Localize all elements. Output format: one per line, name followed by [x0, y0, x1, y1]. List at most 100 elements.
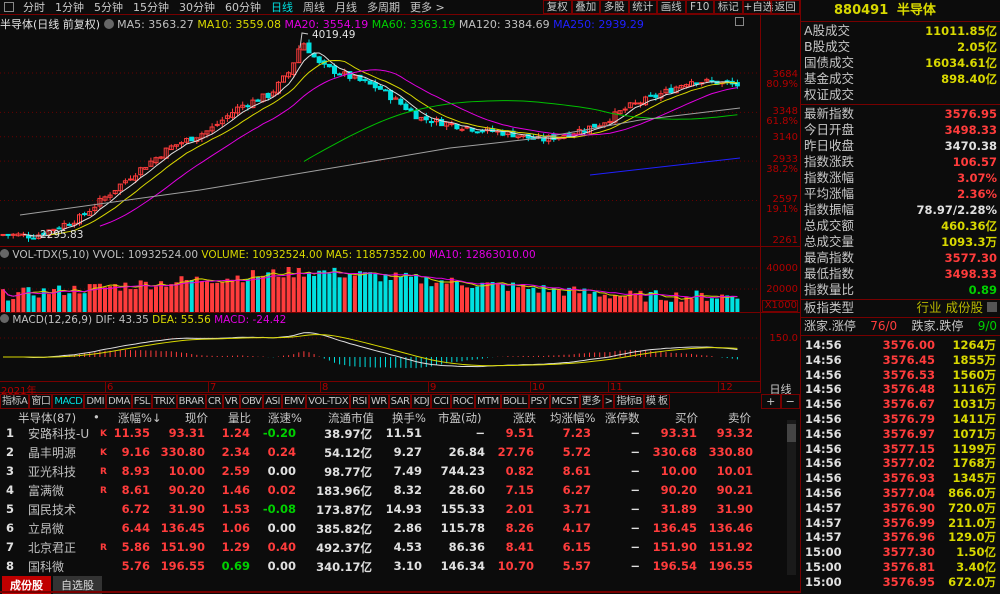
tab-watchlist[interactable]: 自选股	[53, 576, 102, 594]
volume-bar	[261, 275, 266, 312]
toolbar-button-4[interactable]: 画线	[657, 0, 686, 14]
toolbar-button-1[interactable]: 叠加	[571, 0, 600, 14]
period-tab-6[interactable]: 日线	[271, 1, 293, 14]
table-scrollbar[interactable]	[787, 420, 796, 575]
indicator-tab-fsl-5[interactable]: FSL	[131, 394, 152, 409]
indicator-tab-trix-6[interactable]: TRIX	[151, 394, 177, 409]
toolbar-button-2[interactable]: 多股	[600, 0, 629, 14]
indicator-tab--27[interactable]: 模 板	[643, 394, 670, 409]
column-header[interactable]: •	[93, 410, 100, 424]
period-tab-3[interactable]: 15分钟	[133, 1, 169, 14]
table-row[interactable]: 8 国科微 5.76 196.55 0.69 0.00 340.17亿 3.10 146.34 1…	[0, 557, 800, 576]
indicator-tab-asi-11[interactable]: ASI	[263, 394, 282, 409]
zoom-out-button[interactable]: −	[780, 394, 800, 409]
column-header[interactable]: 卖价	[728, 411, 751, 425]
table-row[interactable]: 6 立昂微 6.44 136.45 1.06 0.00 385.82亿 2.86 115.78 8…	[0, 519, 800, 538]
stat-label: 今日开盘	[804, 122, 855, 137]
period-tab-1[interactable]: 1分钟	[55, 1, 84, 14]
indicator-tab-boll-21[interactable]: BOLL	[500, 394, 529, 409]
indicator-tab--25[interactable]: >	[602, 394, 615, 409]
indicator-tab-brar-7[interactable]: BRAR	[176, 394, 206, 409]
toolbar-button-6[interactable]: 标记	[714, 0, 743, 14]
toolbar-button-8[interactable]: 返回	[771, 0, 800, 14]
indicator-tab-voltdx-13[interactable]: VOL-TDX	[306, 394, 351, 409]
table-row[interactable]: 2 晶丰明源 K 9.16 330.80 2.34 0.24 54.12亿 9.27 26.84 2…	[0, 443, 800, 462]
toolbar-button-7[interactable]: +自选	[742, 0, 774, 14]
column-header[interactable]: 涨跌	[513, 411, 536, 425]
indicator-tab-macd-2[interactable]: MACD	[52, 394, 85, 409]
tick-row: 15:00 3576.95 672.0万	[801, 575, 1000, 590]
column-header[interactable]: 市盈(动)	[438, 411, 482, 425]
period-tab-4[interactable]: 30分钟	[179, 1, 215, 14]
indicator-tab-cr-8[interactable]: CR	[205, 394, 223, 409]
column-header[interactable]: 涨停数	[605, 411, 640, 425]
candle-body	[678, 85, 684, 89]
table-row[interactable]: 5 国民技术 6.72 31.90 1.53 -0.08 173.87亿 14.93 155.3…	[0, 500, 800, 519]
table-row[interactable]: 7 北京君正 R 5.86 151.90 1.29 0.40 492.37亿 4.53 86.36…	[0, 538, 800, 557]
indicator-tab-vr-9[interactable]: VR	[222, 394, 240, 409]
tick-row: 14:56 3577.15 1199万	[801, 442, 1000, 457]
period-tab-5[interactable]: 60分钟	[225, 1, 261, 14]
row-number: 1	[6, 426, 15, 440]
avg-change: 7.23	[562, 426, 591, 440]
indicator-tab-cci-18[interactable]: CCI	[431, 394, 451, 409]
settings-icon[interactable]	[0, 314, 9, 323]
volume-chart[interactable]	[0, 262, 760, 312]
toolbar-button-3[interactable]: 统计	[628, 0, 657, 14]
stat-label: 昨日收盘	[804, 138, 855, 153]
panel-toggle-icon[interactable]	[735, 17, 744, 26]
indicator-tab--24[interactable]: 更多	[579, 394, 603, 409]
candle-body	[638, 102, 643, 105]
indicator-tab-dmi-3[interactable]: DMI	[84, 394, 107, 409]
window-icon[interactable]	[4, 2, 14, 12]
grid-icon[interactable]	[987, 302, 997, 312]
period-tab-0[interactable]: 分时	[23, 1, 45, 14]
indicator-tab-wr-15[interactable]: WR	[368, 394, 389, 409]
tab-constituents[interactable]: 成份股	[2, 576, 51, 594]
indicator-tab-rsi-14[interactable]: RSI	[350, 394, 369, 409]
period-tab-9[interactable]: 多周期	[367, 1, 400, 14]
column-header[interactable]: 换手%	[392, 411, 426, 425]
column-header[interactable]: 量比	[228, 411, 251, 425]
indicator-tab--1[interactable]: 窗口	[29, 394, 53, 409]
month-label: 12	[718, 382, 733, 393]
period-tab-10[interactable]: 更多 >	[410, 1, 445, 14]
toolbar-button-5[interactable]: F10	[685, 0, 714, 14]
indicator-tab-psy-22[interactable]: PSY	[528, 394, 550, 409]
volume-bar	[403, 272, 408, 312]
settings-icon[interactable]	[0, 249, 9, 258]
table-row[interactable]: 1 安路科技-U K 11.35 93.31 1.24 -0.20 38.97亿 11.51 − 9…	[0, 424, 800, 443]
indicator-tab-obv-10[interactable]: OBV	[239, 394, 264, 409]
column-header[interactable]: 涨速%	[268, 411, 302, 425]
column-header[interactable]: 半导体(87)	[18, 411, 77, 425]
indicator-tab-mtm-20[interactable]: MTM	[474, 394, 501, 409]
column-header[interactable]: 买价	[675, 411, 698, 425]
period-tab-7[interactable]: 周线	[303, 1, 325, 14]
column-header[interactable]: 涨幅%↓	[118, 411, 162, 425]
column-header[interactable]: 流通市值	[328, 411, 374, 425]
indicator-tab-emv-12[interactable]: EMV	[281, 394, 307, 409]
macd-chart[interactable]	[0, 325, 760, 380]
ma60-label: MA60: 3363.19	[371, 18, 456, 31]
indicator-tab-dma-4[interactable]: DMA	[106, 394, 132, 409]
candle-body	[214, 123, 220, 126]
toolbar-button-0[interactable]: 复权	[543, 0, 572, 14]
zoom-in-button[interactable]: +	[761, 394, 781, 409]
candle-body	[306, 42, 312, 54]
period-tab-2[interactable]: 5分钟	[94, 1, 123, 14]
indicator-tab-mcst-23[interactable]: MCST	[549, 394, 580, 409]
candlestick-chart[interactable]	[0, 0, 760, 245]
indicator-tab-a-0[interactable]: 指标A	[0, 394, 30, 409]
table-row[interactable]: 3 亚光科技 R 8.93 10.00 2.59 0.00 98.77亿 7.49 744.23 0…	[0, 462, 800, 481]
column-header[interactable]: 均涨幅%	[550, 411, 596, 425]
period-tab-8[interactable]: 月线	[335, 1, 357, 14]
volume-bar	[470, 287, 475, 312]
column-header[interactable]: 现价	[185, 411, 208, 425]
table-row[interactable]: 4 富满微 R 8.61 90.20 1.46 0.02 183.96亿 8.32 28.60 7.…	[0, 481, 800, 500]
indicator-tab-sar-16[interactable]: SAR	[388, 394, 412, 409]
indicator-tab-roc-19[interactable]: ROC	[450, 394, 475, 409]
settings-icon[interactable]	[103, 19, 114, 29]
indicator-tab-kdj-17[interactable]: KDJ	[411, 394, 432, 409]
tick-volume: 1199万	[952, 441, 996, 456]
indicator-tab-b-26[interactable]: 指标B	[614, 394, 644, 409]
